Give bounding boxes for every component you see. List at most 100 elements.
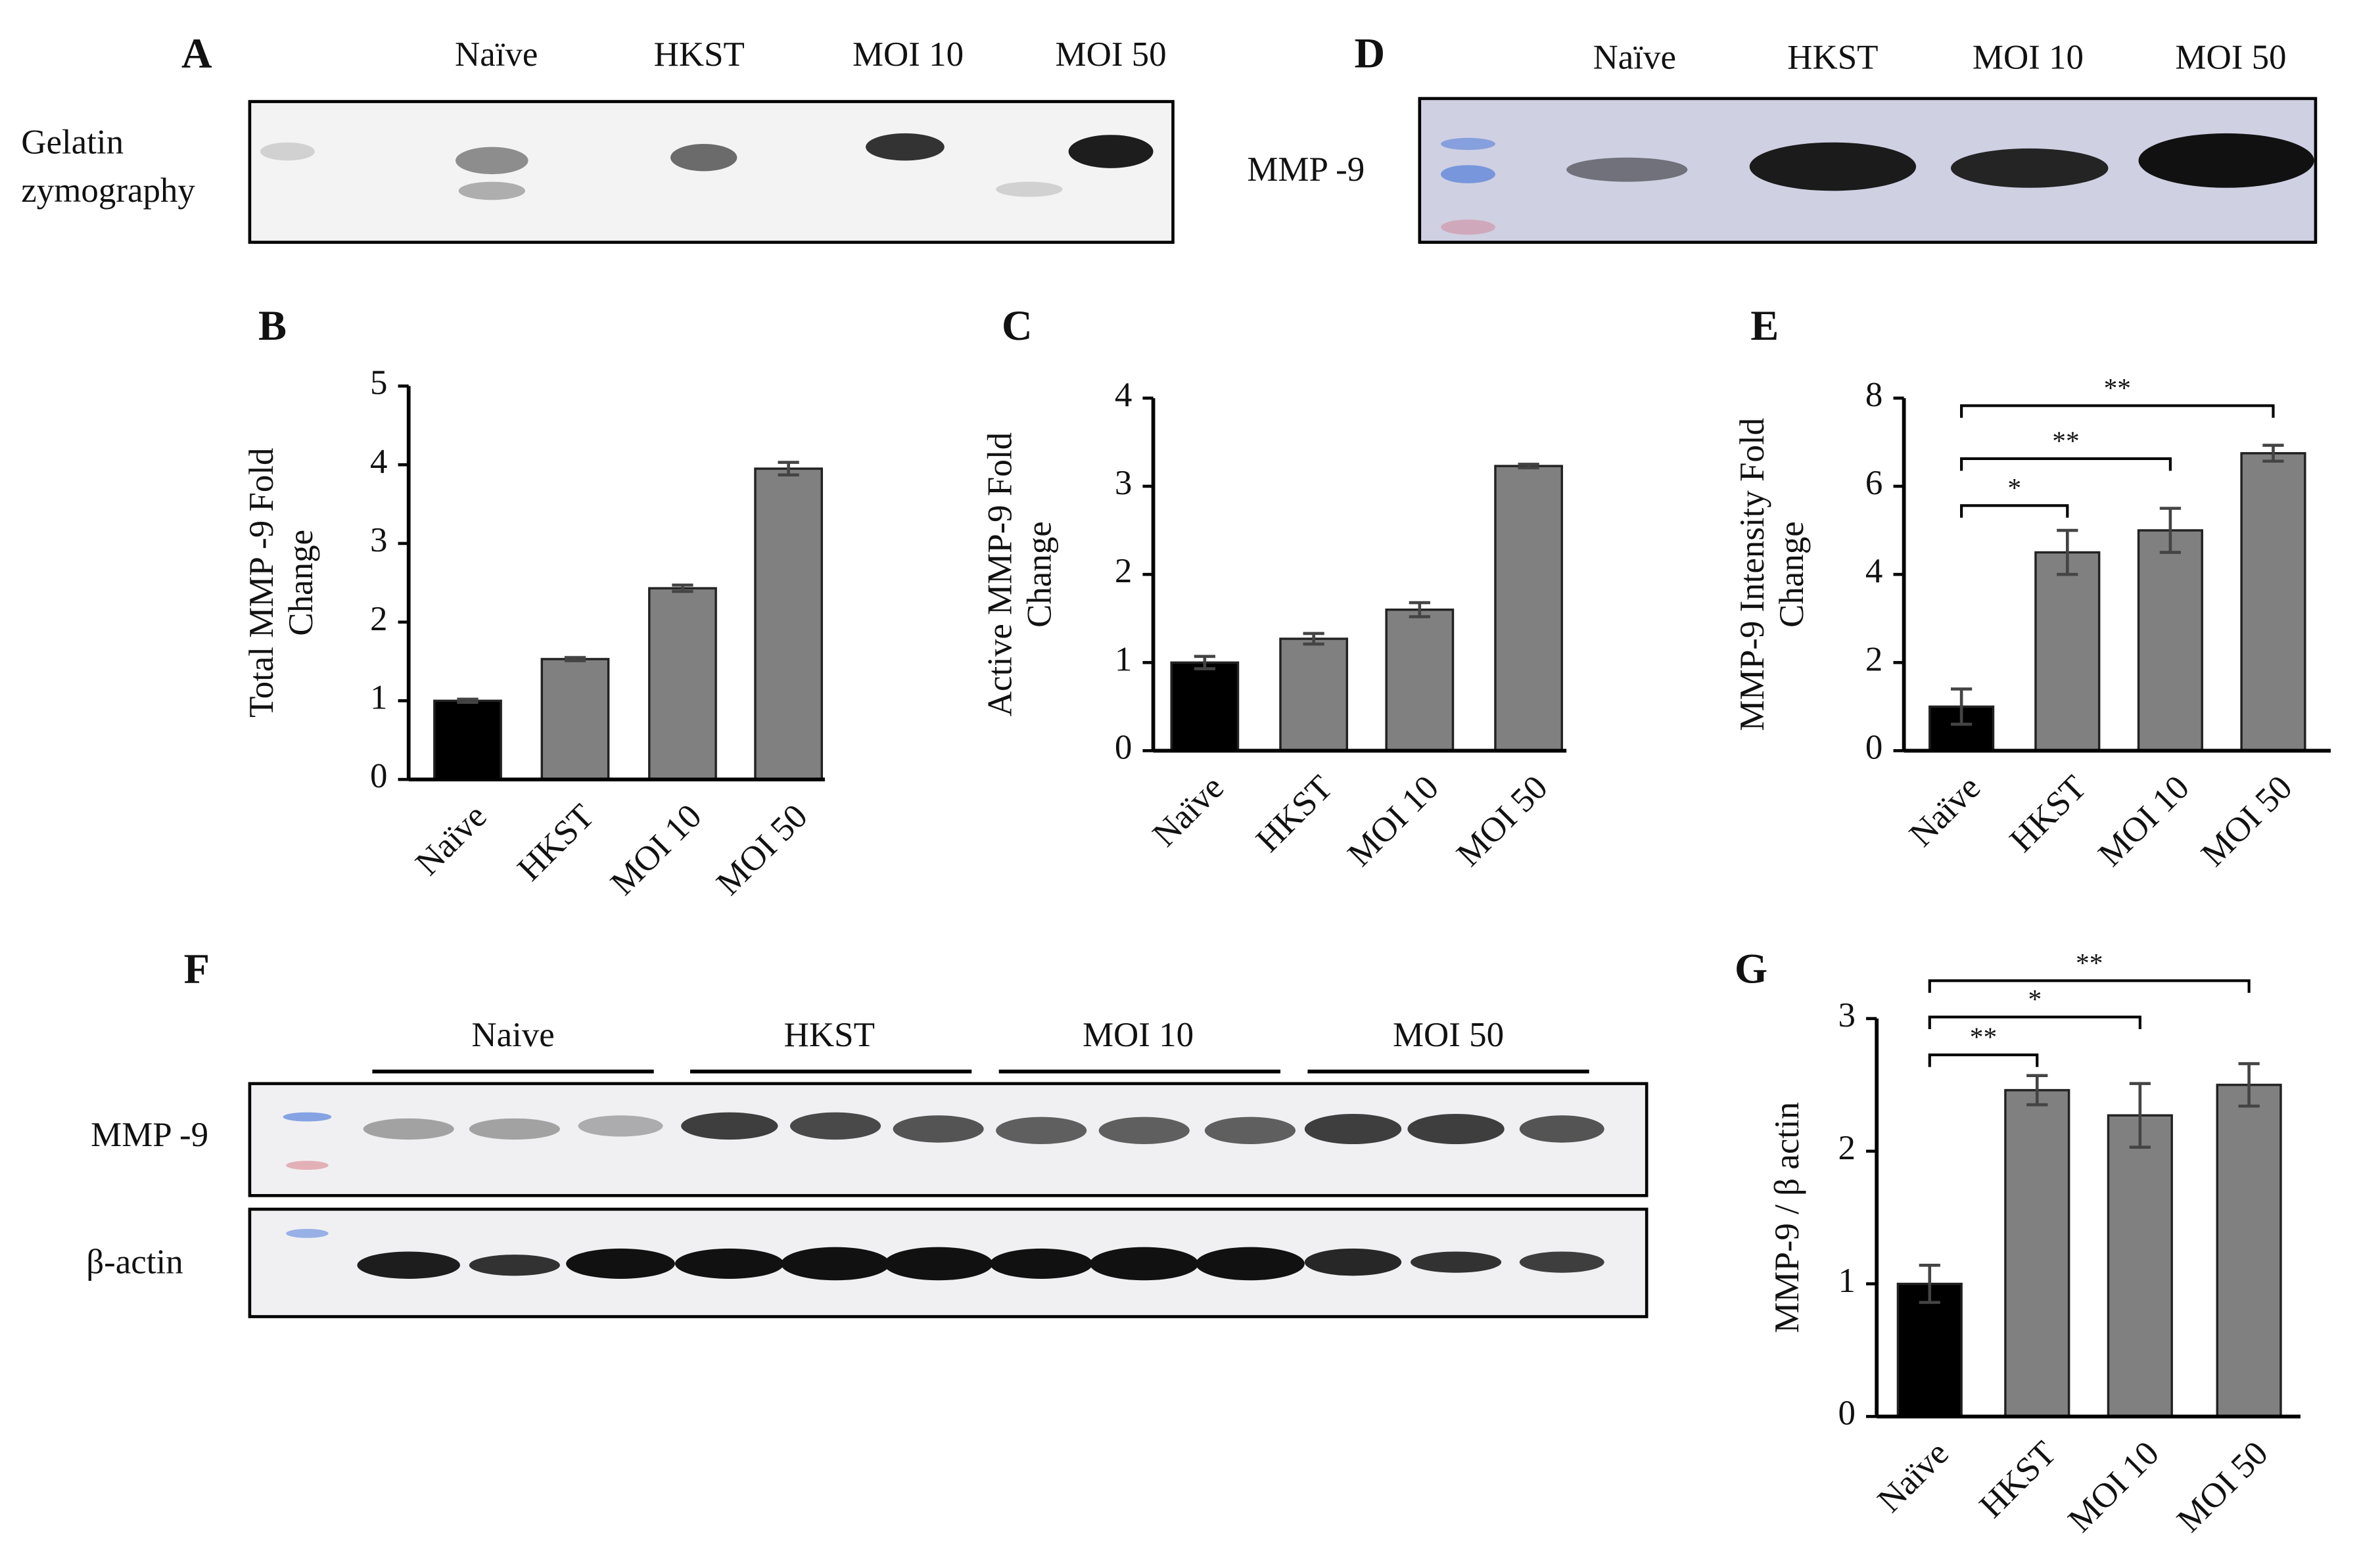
blot-band — [1407, 1113, 1505, 1145]
y-tick-label: 3 — [370, 521, 387, 559]
blot-band — [1749, 142, 1917, 191]
y-tick-label: 0 — [370, 757, 387, 795]
y-tick-label: 3 — [1838, 996, 1855, 1034]
blot-band — [989, 1248, 1093, 1279]
x-tick-label: MOI 50 — [1449, 768, 1555, 874]
blot-band — [1098, 1117, 1190, 1145]
lane-label: Naïve — [455, 35, 538, 74]
row-label: β-actin — [86, 1243, 183, 1281]
y-axis-label: Change — [1773, 521, 1811, 628]
y-axis-label: Change — [282, 530, 320, 636]
x-tick-label: MOI 10 — [1340, 768, 1446, 874]
lane-label: HKST — [654, 35, 745, 74]
lane-label: MOI 10 — [1083, 1016, 1194, 1054]
y-tick-label: 4 — [1865, 552, 1882, 590]
blot-band — [1304, 1113, 1402, 1145]
y-tick-label: 5 — [370, 364, 387, 402]
bar — [2004, 1089, 2070, 1418]
panel-letter: D — [1355, 30, 1386, 77]
blot-band — [893, 1115, 984, 1143]
blot-band — [1068, 135, 1154, 168]
blot-band — [674, 1248, 784, 1279]
y-tick-label: 6 — [1865, 464, 1882, 502]
error-bar — [1409, 601, 1430, 618]
blot-band — [363, 1118, 454, 1140]
significance-label: * — [2028, 984, 2042, 1014]
blot-band — [1441, 219, 1495, 235]
bar — [433, 699, 502, 781]
y-tick-label: 1 — [1115, 640, 1132, 678]
row-label: MMP -9 — [91, 1116, 208, 1154]
y-axis-label: Total MMP -9 Fold — [243, 448, 281, 718]
error-bar — [778, 461, 799, 477]
y-tick-label: 2 — [370, 600, 387, 638]
error-bar — [564, 656, 586, 662]
significance-label: ** — [2104, 373, 2131, 403]
y-tick-label: 8 — [1865, 376, 1882, 414]
blot-band — [283, 1112, 332, 1122]
bar — [2216, 1084, 2282, 1418]
blot-band — [469, 1255, 560, 1276]
error-bar — [2159, 507, 2181, 554]
y-tick-label: 0 — [1865, 728, 1882, 766]
row-label: zymography — [21, 172, 195, 210]
blot-band — [781, 1247, 890, 1281]
error-bar — [2129, 1082, 2151, 1149]
error-bar — [1194, 655, 1215, 670]
x-tick-label: HKST — [1249, 768, 1340, 860]
y-tick-label: 3 — [1115, 464, 1132, 502]
error-bar — [1919, 1264, 1940, 1304]
blot-band — [681, 1112, 778, 1140]
y-tick-label: 4 — [370, 442, 387, 480]
error-bar — [2262, 444, 2284, 463]
panel-letter: E — [1750, 302, 1779, 349]
blot-band — [996, 181, 1063, 197]
significance-bracket — [1928, 1015, 2141, 1030]
x-tick-label: MOI 10 — [2061, 1434, 2166, 1540]
error-bar — [672, 584, 693, 593]
x-tick-label: HKST — [1973, 1434, 2064, 1525]
bar — [754, 467, 824, 781]
y-tick-label: 1 — [1838, 1262, 1855, 1300]
bar — [2240, 451, 2306, 752]
significance-bracket — [1928, 979, 2251, 993]
lane-label: Naive — [471, 1016, 554, 1054]
significance-label: ** — [2076, 948, 2103, 978]
row-label: MMP -9 — [1247, 150, 1365, 189]
blot-band — [1519, 1115, 1604, 1143]
x-tick-label: MOI 10 — [603, 797, 709, 903]
blot-band — [260, 142, 315, 161]
x-tick-label: Naïve — [1146, 768, 1231, 854]
y-axis-label: Active MMP-9 Fold — [981, 432, 1019, 716]
blot-band — [1196, 1247, 1305, 1281]
x-tick-label: MOI 50 — [2170, 1434, 2276, 1540]
significance-label: ** — [1970, 1022, 1997, 1052]
blot-band — [1441, 137, 1495, 150]
blot-band — [286, 1161, 329, 1170]
blot-band — [789, 1112, 881, 1140]
y-axis-label: Change — [1021, 521, 1059, 628]
panel-letter: B — [258, 302, 287, 349]
blot-band — [1519, 1251, 1604, 1273]
significance-bracket — [1960, 504, 2069, 518]
y-tick-label: 2 — [1865, 640, 1882, 678]
blot-band — [1410, 1251, 1502, 1273]
blot-band — [996, 1117, 1087, 1145]
lane-label: MOI 50 — [1056, 35, 1167, 74]
blot-band — [469, 1118, 560, 1140]
error-bar — [2238, 1062, 2260, 1108]
y-axis-label: MMP-9 / β actin — [1768, 1102, 1806, 1333]
error-bar — [2057, 528, 2078, 576]
blot-band — [357, 1251, 460, 1279]
blot-band — [2138, 133, 2314, 188]
significance-bracket — [1960, 457, 2172, 471]
error-bar — [1518, 463, 1539, 470]
significance-label: ** — [2052, 425, 2079, 455]
y-tick-label: 2 — [1838, 1129, 1855, 1167]
blot-band — [458, 181, 525, 200]
lane-label: MOI 50 — [1393, 1016, 1504, 1054]
panel-letter: F — [184, 946, 210, 992]
lane-label: HKST — [784, 1016, 875, 1054]
blot-band — [670, 144, 737, 172]
